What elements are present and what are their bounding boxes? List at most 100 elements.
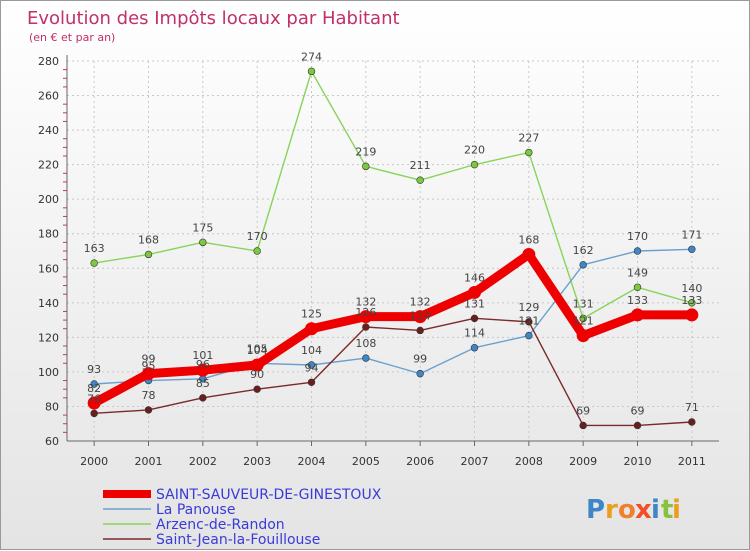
data-label: 121 bbox=[518, 315, 539, 328]
y-tick-label: 280 bbox=[38, 55, 59, 68]
data-label: 168 bbox=[518, 233, 539, 246]
data-point bbox=[633, 247, 642, 255]
data-point bbox=[688, 245, 696, 253]
logo-letter: r bbox=[605, 495, 618, 525]
data-label: 71 bbox=[685, 401, 699, 414]
data-point bbox=[196, 363, 210, 377]
data-point bbox=[90, 380, 98, 388]
y-tick-label: 140 bbox=[38, 297, 59, 310]
data-label: 104 bbox=[247, 344, 268, 357]
data-point bbox=[631, 308, 644, 322]
data-point bbox=[470, 314, 479, 323]
data-label: 170 bbox=[627, 230, 648, 243]
data-label: 168 bbox=[138, 233, 159, 246]
logo-letter: P bbox=[586, 495, 605, 525]
legend-label: SAINT-SAUVEUR-DE-GINESTOUX bbox=[156, 487, 382, 503]
y-tick-label: 80 bbox=[45, 400, 59, 413]
y-tick-label: 60 bbox=[45, 435, 59, 448]
data-point bbox=[470, 160, 479, 169]
data-label: 93 bbox=[87, 363, 101, 376]
data-label: 96 bbox=[196, 358, 210, 371]
data-label: 220 bbox=[464, 144, 485, 157]
data-point bbox=[90, 259, 98, 267]
data-point bbox=[253, 247, 261, 255]
data-label: 211 bbox=[410, 159, 431, 172]
y-tick-label: 160 bbox=[38, 262, 59, 275]
data-point bbox=[362, 354, 370, 362]
logo-letter: i bbox=[651, 495, 660, 525]
series-line-saint-jean-la-fouillouse bbox=[93, 317, 693, 427]
data-point bbox=[199, 238, 207, 247]
data-point bbox=[579, 314, 587, 323]
data-point bbox=[579, 421, 587, 430]
data-point bbox=[633, 421, 642, 430]
x-tick-label: 2005 bbox=[352, 455, 380, 468]
data-label: 85 bbox=[196, 377, 210, 390]
data-point bbox=[522, 247, 536, 261]
data-label: 101 bbox=[192, 349, 213, 362]
logo-letter: i bbox=[672, 495, 681, 525]
data-label: 126 bbox=[355, 306, 376, 319]
data-point bbox=[688, 418, 696, 426]
series-saint-sauveur-de-ginestoux bbox=[87, 247, 699, 410]
data-label: 69 bbox=[631, 404, 645, 417]
logo-letter: t bbox=[661, 495, 673, 525]
data-point bbox=[416, 326, 424, 335]
data-point bbox=[470, 344, 479, 352]
data-point bbox=[144, 250, 153, 259]
data-label: 171 bbox=[681, 228, 702, 241]
data-labels: 163 168 175 170 274 219 211 220 227 131 149 140 93 95… bbox=[84, 50, 703, 417]
data-label: 90 bbox=[250, 368, 264, 381]
data-point bbox=[685, 308, 699, 322]
chart-subtitle: (en € et par an) bbox=[29, 31, 115, 44]
y-tick-label: 100 bbox=[38, 366, 59, 379]
data-label: 131 bbox=[573, 297, 594, 310]
data-point bbox=[253, 385, 261, 393]
series-line-la-panouse bbox=[93, 248, 693, 385]
data-point bbox=[144, 406, 153, 414]
y-tick-label: 200 bbox=[38, 193, 59, 206]
axes: 60 80 100 120 140 160 180 200 220 240 260 280 2000 20… bbox=[38, 55, 719, 468]
data-point bbox=[307, 361, 316, 369]
data-point bbox=[525, 331, 533, 340]
data-label: 274 bbox=[301, 50, 322, 63]
data-point bbox=[307, 67, 316, 76]
x-tick-label: 2003 bbox=[243, 455, 271, 468]
data-label: 149 bbox=[627, 266, 648, 279]
data-label: 94 bbox=[305, 361, 319, 374]
data-point bbox=[307, 378, 316, 386]
x-tick-label: 2006 bbox=[406, 455, 434, 468]
data-point bbox=[362, 323, 370, 331]
data-label: 105 bbox=[247, 342, 268, 355]
data-label: 170 bbox=[247, 230, 268, 243]
x-tick-label: 2007 bbox=[461, 455, 489, 468]
data-label: 95 bbox=[142, 360, 156, 373]
y-tick-label: 220 bbox=[38, 159, 59, 172]
data-label: 140 bbox=[681, 282, 702, 295]
data-label: 125 bbox=[301, 308, 322, 321]
series-line-saint-sauveur-de-ginestoux bbox=[89, 249, 697, 408]
data-label: 69 bbox=[576, 404, 590, 417]
data-label: 132 bbox=[410, 296, 431, 309]
data-point bbox=[142, 367, 155, 381]
data-point bbox=[525, 318, 533, 326]
data-label: 99 bbox=[142, 353, 156, 366]
data-point bbox=[416, 369, 424, 378]
y-tick-label: 180 bbox=[38, 228, 59, 241]
y-tick-label: 120 bbox=[38, 331, 59, 344]
data-point bbox=[250, 358, 264, 372]
series-layer bbox=[87, 67, 699, 430]
data-label: 133 bbox=[627, 294, 648, 307]
data-label: 129 bbox=[518, 301, 539, 314]
series-saint-jean-la-fouillouse bbox=[90, 314, 696, 430]
data-point bbox=[416, 176, 424, 184]
data-label: 162 bbox=[573, 244, 594, 257]
data-label: 82 bbox=[87, 382, 101, 395]
data-label: 227 bbox=[518, 132, 539, 145]
data-point bbox=[688, 299, 696, 307]
legend-label: Arzenc-de-Randon bbox=[156, 517, 285, 533]
data-point bbox=[87, 396, 101, 410]
